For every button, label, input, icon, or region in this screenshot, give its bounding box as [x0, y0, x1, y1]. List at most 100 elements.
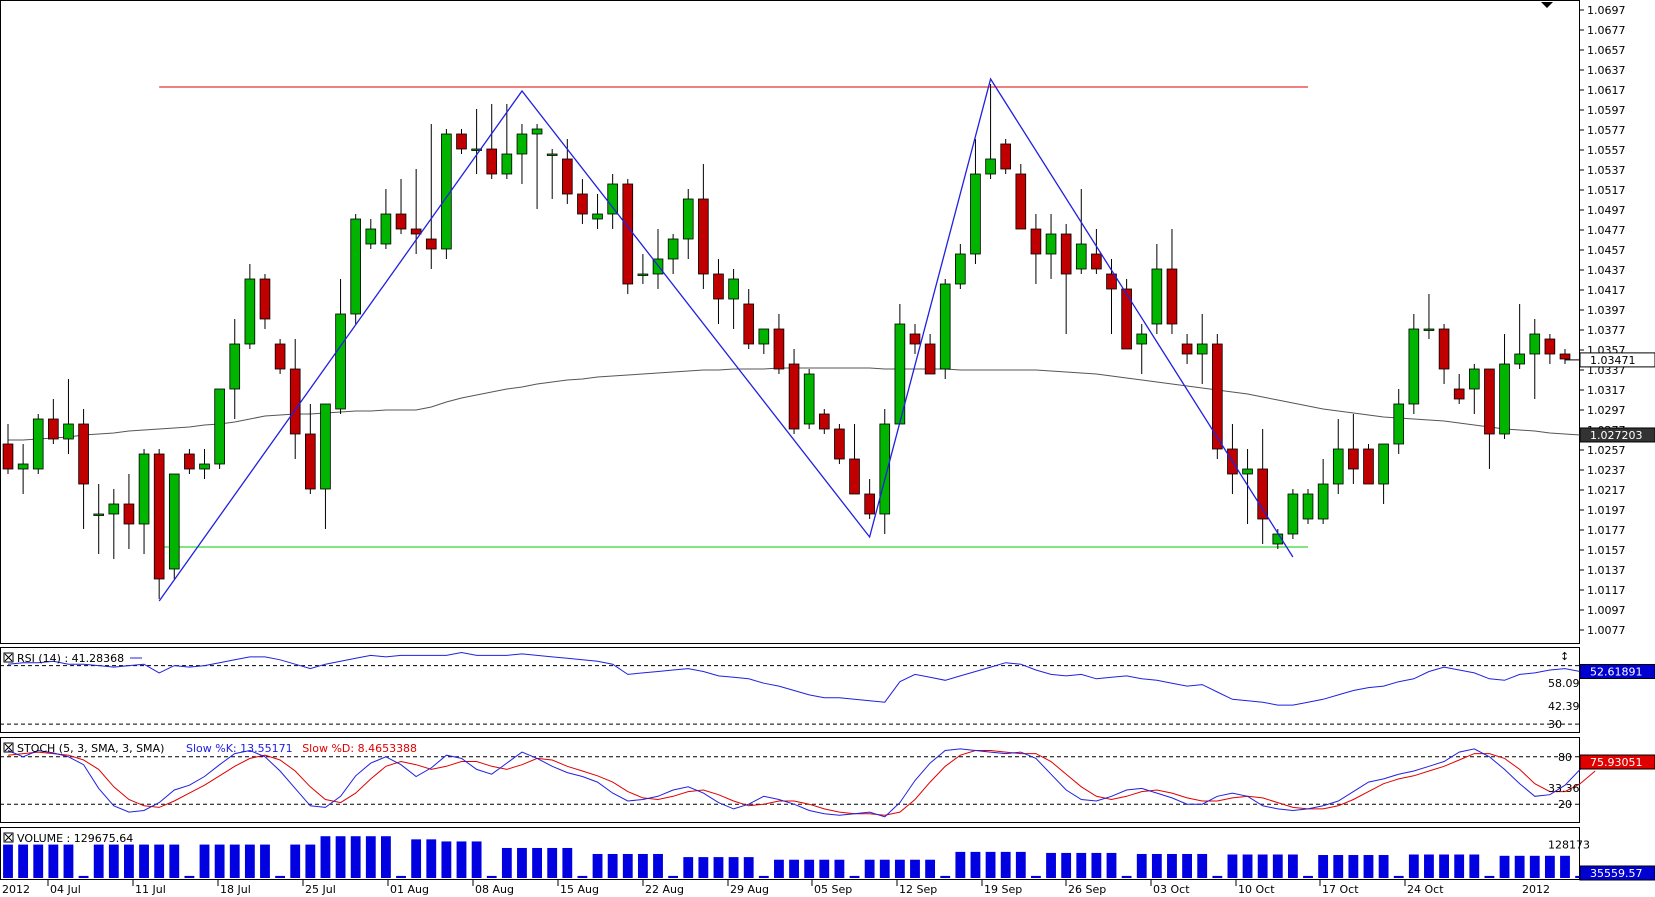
stoch-d-line: [7, 750, 1596, 816]
candle: [985, 84, 996, 179]
volume-bar: [108, 844, 119, 878]
candle: [63, 379, 74, 454]
candle: [1499, 334, 1510, 439]
date-label: 25 Jul: [305, 883, 336, 896]
volume-bar: [1182, 853, 1193, 878]
volume-bar: [124, 844, 134, 878]
volume-bar: [577, 875, 588, 878]
price-tick-label: 1.0217: [1587, 484, 1626, 497]
candle: [1348, 414, 1359, 484]
candle: [1453, 374, 1465, 404]
candle: [1015, 164, 1027, 230]
candle-body: [1499, 363, 1510, 435]
candle-body: [17, 463, 29, 470]
ma-price-label-box: [1579, 427, 1655, 443]
candle: [698, 164, 709, 289]
price-tick-label: 1.0317: [1587, 384, 1626, 397]
dropdown-arrow-icon[interactable]: [1541, 2, 1553, 8]
rsi-value-box: [1579, 663, 1655, 679]
rsi-tick-label: 42.39: [1548, 700, 1580, 713]
candle: [682, 189, 694, 259]
candle: [425, 124, 437, 269]
candle: [365, 219, 377, 249]
volume-bar: [940, 875, 951, 878]
price-tick-label: 1.0437: [1587, 264, 1626, 277]
volume-bar: [1091, 852, 1102, 878]
price-tick-label: 1.0377: [1587, 324, 1626, 337]
candle-body: [773, 328, 785, 370]
volume-bar: [532, 847, 542, 878]
candle-body: [607, 183, 618, 215]
volume-bar: [517, 847, 527, 878]
candle: [380, 189, 392, 249]
candle: [1106, 259, 1117, 334]
candle: [1196, 314, 1208, 384]
volume-bar: [471, 841, 482, 878]
volume-bar: [1167, 853, 1177, 878]
candle: [879, 409, 891, 534]
candle: [229, 319, 241, 419]
date-label: 17 Oct: [1322, 883, 1359, 896]
volume-bar: [758, 875, 769, 878]
candle-body: [1000, 143, 1012, 170]
price-tick-label: 1.0197: [1587, 504, 1626, 517]
candle-body: [1196, 343, 1208, 355]
candle-body: [501, 153, 513, 175]
candle-body: [1408, 328, 1420, 405]
volume-bar: [305, 844, 316, 878]
volume-bar: [1257, 854, 1268, 878]
candle: [1166, 229, 1178, 334]
close-box-icon: [3, 832, 14, 843]
candle: [1393, 389, 1405, 454]
volume-bar: [139, 844, 149, 878]
candle: [1529, 319, 1541, 399]
date-label: 11 Jul: [135, 883, 166, 896]
candle: [289, 339, 301, 459]
candle: [939, 279, 951, 379]
volume-bar: [214, 844, 225, 878]
date-label: 24 Oct: [1407, 883, 1444, 896]
candle-body: [1453, 388, 1465, 400]
rsi-panel: RSI (14) : 41.28368 58.09 42.39 30 ↕ 52.61891: [0, 650, 1655, 731]
candle-body: [425, 238, 437, 250]
price-tick-label: 1.0557: [1587, 144, 1626, 157]
candle: [1136, 324, 1148, 374]
volume-bar: [184, 875, 195, 878]
candle-body: [743, 303, 755, 345]
volume-bar: [1015, 851, 1026, 878]
candle: [1332, 419, 1344, 494]
candle-body: [546, 153, 558, 156]
candle-body: [1423, 328, 1435, 331]
volume-bar: [199, 844, 210, 878]
volume-bar: [396, 875, 406, 878]
volume-bar: [1242, 854, 1253, 878]
candle-body: [1468, 368, 1480, 390]
candle: [1030, 214, 1042, 284]
candle: [1317, 459, 1329, 524]
candle: [320, 403, 331, 529]
candle: [244, 264, 256, 349]
candle-body: [728, 278, 739, 300]
volume-bar: [774, 859, 784, 878]
volume-bar: [63, 844, 74, 878]
price-tick-label: 1.0077: [1587, 624, 1626, 637]
volume-bar: [441, 841, 452, 878]
candle-body: [1030, 228, 1042, 255]
candle-body: [1136, 333, 1148, 345]
candle-body: [879, 423, 891, 515]
volume-bar: [426, 839, 437, 878]
volume-bar: [1560, 855, 1570, 878]
candle-body: [48, 418, 59, 440]
volume-bar: [1348, 855, 1359, 878]
price-tick-label: 1.0617: [1587, 84, 1626, 97]
volume-bar: [728, 857, 739, 878]
volume-bar: [1046, 852, 1056, 878]
volume-bar: [1303, 875, 1313, 878]
candle-body: [713, 273, 724, 300]
volume-bar: [698, 857, 709, 878]
candle-body: [1363, 448, 1374, 485]
candle-body: [970, 173, 981, 255]
candle: [773, 314, 785, 374]
date-label: 15 Aug: [560, 883, 599, 896]
stoch-tick-label: 80: [1558, 751, 1572, 764]
